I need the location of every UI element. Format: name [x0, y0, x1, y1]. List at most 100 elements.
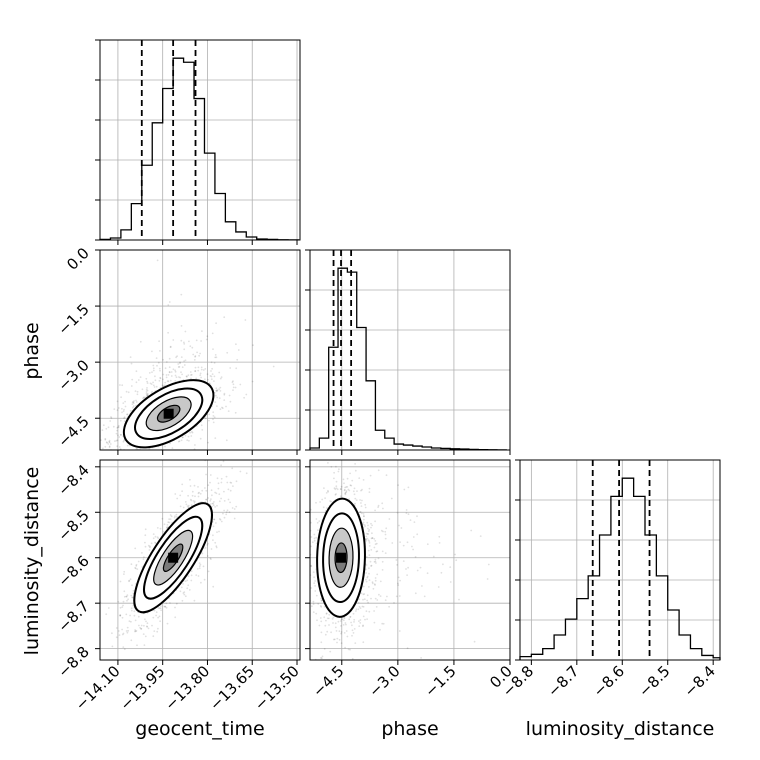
sample-point [132, 589, 135, 592]
sample-point [365, 580, 368, 583]
sample-point [116, 445, 119, 448]
sample-point [372, 587, 375, 590]
sample-point [332, 616, 335, 619]
sample-point [213, 501, 215, 503]
sample-point [122, 477, 124, 479]
sample-point [189, 485, 192, 487]
sample-point [370, 597, 372, 600]
sample-point [166, 622, 169, 625]
sample-point [179, 590, 182, 593]
sample-point [97, 634, 99, 636]
sample-point [351, 634, 353, 637]
sample-point [306, 510, 308, 512]
sample-point [127, 598, 129, 601]
panel-frame-luminosity_distance [519, 459, 721, 661]
sample-point [363, 524, 366, 526]
sample-point [368, 491, 371, 493]
sample-point [199, 352, 202, 355]
sample-point [122, 600, 125, 603]
sample-point [333, 638, 336, 641]
sample-point [220, 477, 223, 480]
sample-point [169, 442, 172, 445]
sample-point [179, 494, 182, 497]
sample-point [116, 427, 119, 429]
sample-point [375, 550, 378, 553]
sample-point [473, 640, 476, 643]
sample-point [169, 346, 172, 348]
sample-point [151, 624, 153, 627]
sample-point [175, 356, 178, 359]
sample-point [125, 613, 128, 616]
sample-point [180, 439, 183, 442]
sample-point [181, 373, 184, 376]
sample-point [335, 487, 338, 490]
sample-point [120, 396, 122, 399]
sample-point [239, 470, 242, 473]
sample-point [335, 493, 337, 495]
sample-point [153, 386, 156, 388]
sample-point [103, 477, 105, 479]
sample-point [368, 567, 370, 570]
sample-point [229, 501, 232, 504]
sample-point [366, 533, 369, 535]
sample-point [145, 388, 148, 391]
sample-point [307, 553, 309, 555]
sample-point [209, 481, 211, 484]
sample-point [423, 595, 426, 598]
sample-point [376, 573, 379, 576]
sample-point [189, 478, 191, 481]
sample-point [213, 375, 216, 378]
sample-point [187, 506, 190, 509]
sample-point [398, 524, 400, 527]
sample-point [119, 614, 121, 617]
sample-point [361, 488, 363, 491]
sample-point [373, 538, 376, 540]
sample-point [159, 376, 162, 379]
sample-point [145, 392, 148, 395]
sample-point [344, 493, 347, 496]
sample-point [396, 564, 398, 566]
sample-point [334, 622, 337, 625]
sample-point [352, 490, 355, 493]
sample-point [213, 416, 216, 419]
sample-point [209, 503, 212, 506]
sample-point [371, 537, 374, 539]
sample-point [166, 524, 169, 526]
sample-point [112, 453, 114, 455]
sample-point [129, 455, 131, 457]
sample-point [198, 354, 201, 357]
sample-point [345, 623, 347, 626]
sample-point [200, 368, 203, 371]
sample-point [127, 391, 130, 394]
sample-point [307, 488, 309, 490]
sample-point [166, 380, 169, 382]
sample-point [310, 565, 313, 568]
sample-point [137, 379, 140, 381]
sample-point [382, 530, 384, 533]
sample-point [328, 613, 331, 616]
sample-point [131, 378, 134, 381]
x-tick-label-geocent_time: −14.10 [72, 662, 124, 714]
sample-point [371, 532, 373, 535]
y-tick-label-luminosity_distance: −8.6 [54, 552, 92, 590]
sample-point [184, 595, 187, 598]
sample-point [162, 378, 164, 381]
sample-point [113, 408, 116, 410]
sample-point [174, 369, 177, 372]
sample-point [169, 379, 172, 382]
sample-point [365, 538, 367, 541]
sample-point [122, 604, 124, 607]
sample-point [125, 451, 127, 453]
sample-point [219, 386, 222, 389]
sample-point [193, 501, 196, 504]
sample-point [552, 581, 554, 583]
sample-point [370, 522, 372, 525]
sample-point [310, 545, 312, 548]
sample-point [164, 457, 166, 459]
sample-point [323, 487, 325, 489]
sample-point [134, 567, 137, 569]
sample-point [454, 553, 456, 556]
sample-point [310, 587, 313, 589]
sample-point [123, 472, 125, 474]
sample-point [104, 438, 107, 441]
